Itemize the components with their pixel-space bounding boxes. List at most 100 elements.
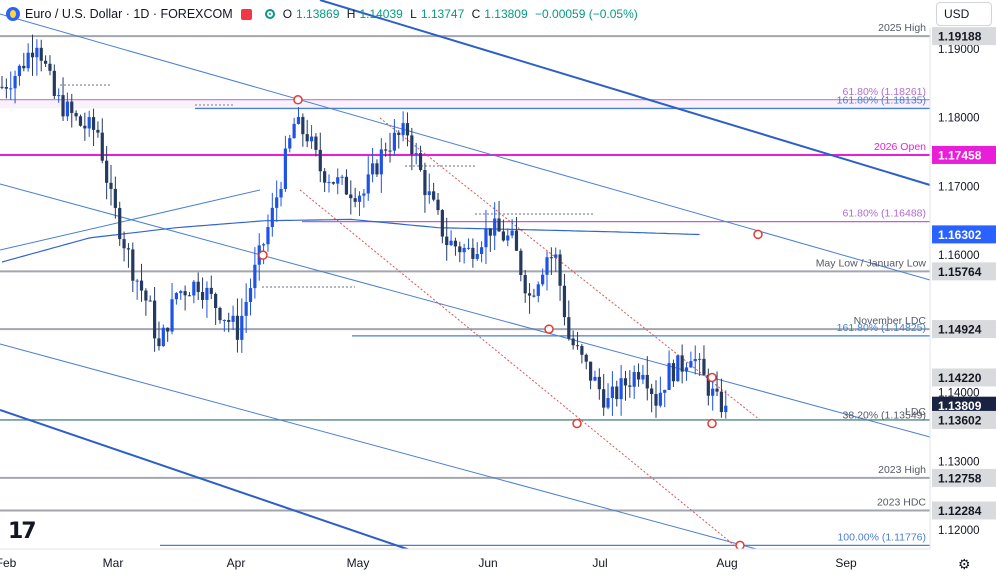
candle-body [314, 136, 318, 150]
candle [497, 200, 501, 232]
candle [48, 55, 52, 76]
candle-body [410, 135, 414, 155]
candle [139, 263, 144, 302]
close-label: C [471, 7, 481, 21]
candle-body [22, 65, 26, 69]
candle-body [680, 355, 684, 372]
level-label-h10: 38.20% (1.13549) [843, 410, 926, 422]
touch-marker-4 [572, 418, 582, 429]
candle [619, 364, 623, 416]
market-status-icon[interactable] [264, 9, 275, 19]
candle [157, 321, 161, 351]
candle [610, 371, 614, 416]
price-label-l3: 1.16302 [938, 228, 982, 242]
candle-body [44, 60, 48, 64]
currency-select[interactable]: USD [936, 2, 992, 26]
candle [462, 243, 466, 264]
candle [558, 249, 562, 301]
candle-body [318, 149, 322, 172]
candle [39, 39, 43, 72]
candle-body [471, 247, 475, 259]
candle-body [536, 284, 540, 296]
candle [401, 111, 405, 142]
candle-body [423, 170, 427, 196]
x-tick-label: Aug [716, 556, 737, 570]
candle [349, 180, 353, 215]
candle-body [654, 394, 658, 406]
candle [196, 272, 200, 301]
candle [118, 201, 122, 246]
candle-body [632, 372, 636, 387]
candle [484, 209, 488, 265]
candle-body [554, 254, 558, 258]
symbol-logo-icon [6, 7, 20, 21]
candle-body [9, 88, 13, 90]
price-label-bg [932, 225, 996, 244]
candle-body [109, 182, 113, 189]
candle-body [17, 65, 22, 77]
candle-body [126, 248, 131, 250]
candle-body [484, 228, 488, 248]
level-label-h8: 161.80% (1.14825) [837, 322, 926, 334]
candle-body [74, 112, 78, 117]
candle-body [301, 116, 305, 135]
trendline-1 [0, 13, 931, 281]
x-tick-label: Mar [103, 556, 124, 570]
level-label-h2: 61.80% (1.18261) [843, 86, 926, 98]
price-label-l2: 1.17458 [938, 148, 982, 162]
candle [628, 370, 632, 398]
candle-body [122, 239, 126, 249]
candle [174, 292, 178, 305]
change-value: −0.00059 (−0.05%) [535, 7, 638, 21]
candle-body [567, 317, 571, 339]
candle-body [676, 355, 680, 382]
trendline-8 [299, 189, 741, 551]
symbol-title[interactable]: Euro / U.S. Dollar · 1D · FOREXCOM [25, 7, 233, 21]
candle [536, 281, 540, 303]
candle [510, 219, 514, 239]
candle-body [580, 345, 584, 355]
candle [200, 277, 205, 309]
candle [423, 162, 427, 213]
candle [689, 351, 693, 368]
candle-body [462, 247, 466, 253]
candle-body [323, 171, 327, 183]
price-label-l4: 1.15764 [938, 265, 982, 279]
candle-body [362, 193, 366, 196]
candle-body [266, 227, 270, 245]
candle [658, 376, 662, 408]
gear-icon[interactable]: ⚙ [958, 556, 971, 572]
level-label-h12: 2023 HDC [877, 496, 926, 508]
candle-body [283, 148, 287, 189]
candle-body [571, 338, 575, 346]
candle [562, 273, 567, 326]
candle [567, 300, 571, 341]
candle [698, 353, 702, 376]
candle-body [309, 136, 314, 142]
candle [514, 216, 519, 252]
candle-body [174, 293, 178, 300]
candle-body [449, 240, 453, 246]
candle [636, 363, 641, 387]
candle [288, 134, 292, 153]
candle-body [262, 244, 266, 246]
candle-body [453, 240, 458, 247]
candle [724, 390, 728, 419]
candle [96, 121, 100, 138]
candle [283, 135, 287, 192]
candle-body [70, 101, 74, 113]
candle [13, 70, 17, 104]
tradingview-logo[interactable]: 17 [8, 519, 37, 544]
low-value: 1.13747 [420, 7, 465, 21]
candle [65, 92, 69, 121]
candle [693, 345, 697, 375]
candle [74, 110, 78, 121]
candle-body [641, 374, 645, 380]
candle [218, 306, 222, 324]
candle-body [432, 191, 436, 200]
flag-icon[interactable] [240, 8, 252, 20]
candle-body [39, 47, 43, 61]
candle-body [532, 295, 536, 297]
